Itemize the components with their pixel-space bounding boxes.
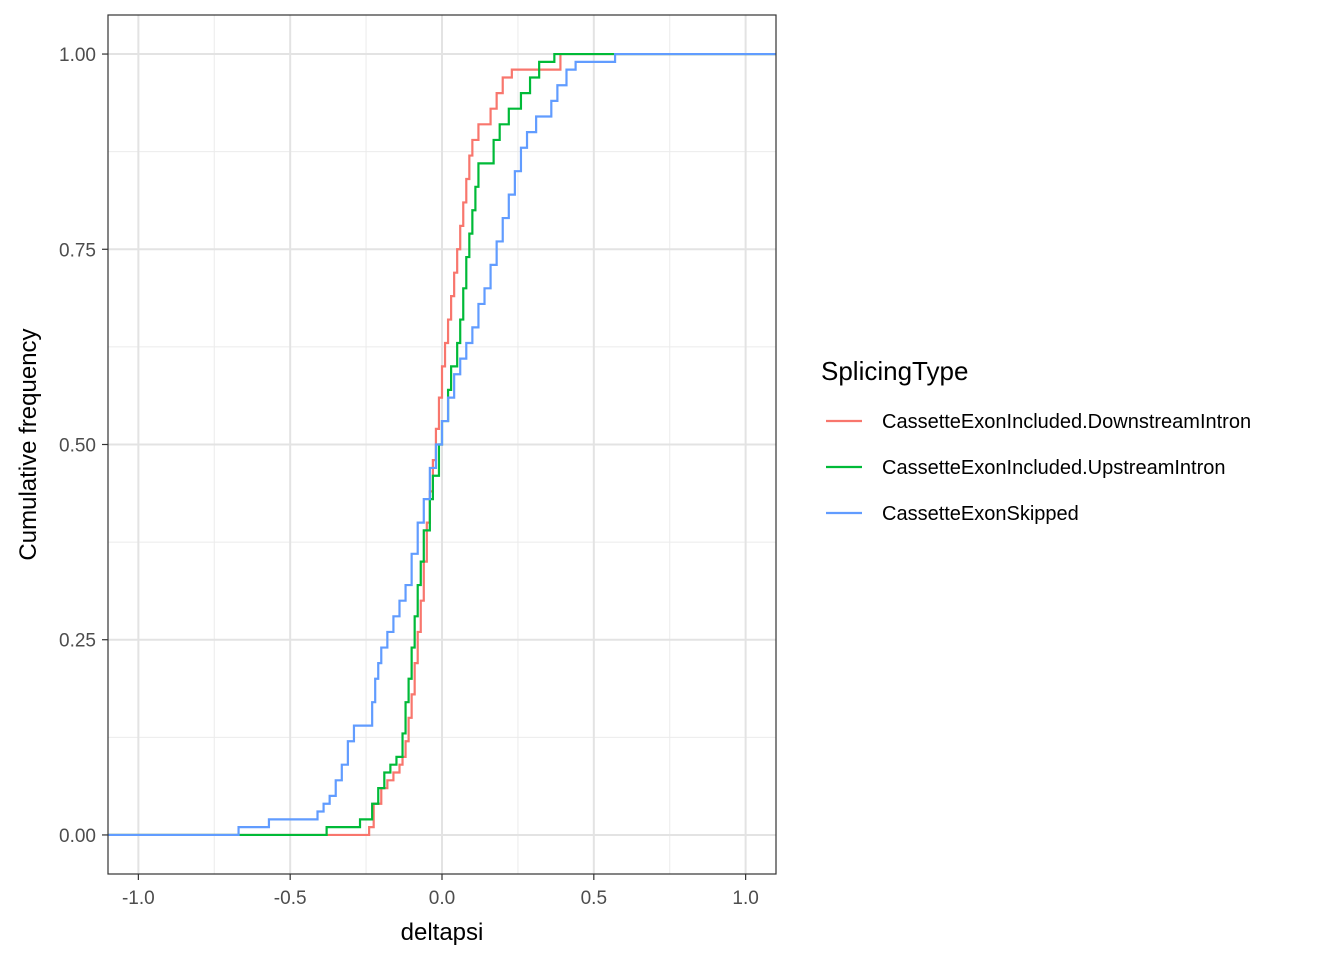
x-tick-label: 1.0 bbox=[732, 888, 758, 909]
y-tick-label: 0.75 bbox=[59, 240, 96, 261]
x-axis-title: deltapsi bbox=[401, 919, 484, 946]
legend-title: SplicingType bbox=[821, 356, 968, 386]
legend-label-3: CassetteExonSkipped bbox=[882, 503, 1079, 525]
x-tick-label: 0.5 bbox=[581, 888, 607, 909]
series-layer bbox=[108, 52, 776, 837]
series-line-3 bbox=[108, 52, 776, 837]
series-line-1 bbox=[108, 52, 776, 837]
y-axis: 0.00 0.25 0.50 0.75 1.00 bbox=[59, 45, 108, 847]
x-tick-label: -0.5 bbox=[274, 888, 307, 909]
legend: SplicingType CassetteExonIncluded.Downst… bbox=[821, 356, 1251, 525]
y-tick-label: 0.50 bbox=[59, 436, 96, 457]
legend-items: CassetteExonIncluded.DownstreamIntron Cas… bbox=[826, 411, 1251, 525]
legend-label-2: CassetteExonIncluded.UpstreamIntron bbox=[882, 457, 1226, 479]
y-tick-label: 0.00 bbox=[59, 826, 96, 847]
x-tick-label: -1.0 bbox=[122, 888, 155, 909]
y-axis-title: Cumulative frequency bbox=[15, 328, 42, 560]
x-tick-label: 0.0 bbox=[429, 888, 455, 909]
x-axis: -1.0 -0.5 0.0 0.5 1.0 bbox=[122, 874, 759, 909]
y-tick-label: 1.00 bbox=[59, 45, 96, 66]
legend-label-1: CassetteExonIncluded.DownstreamIntron bbox=[882, 411, 1251, 433]
y-tick-label: 0.25 bbox=[59, 631, 96, 652]
major-gridlines bbox=[108, 15, 776, 874]
